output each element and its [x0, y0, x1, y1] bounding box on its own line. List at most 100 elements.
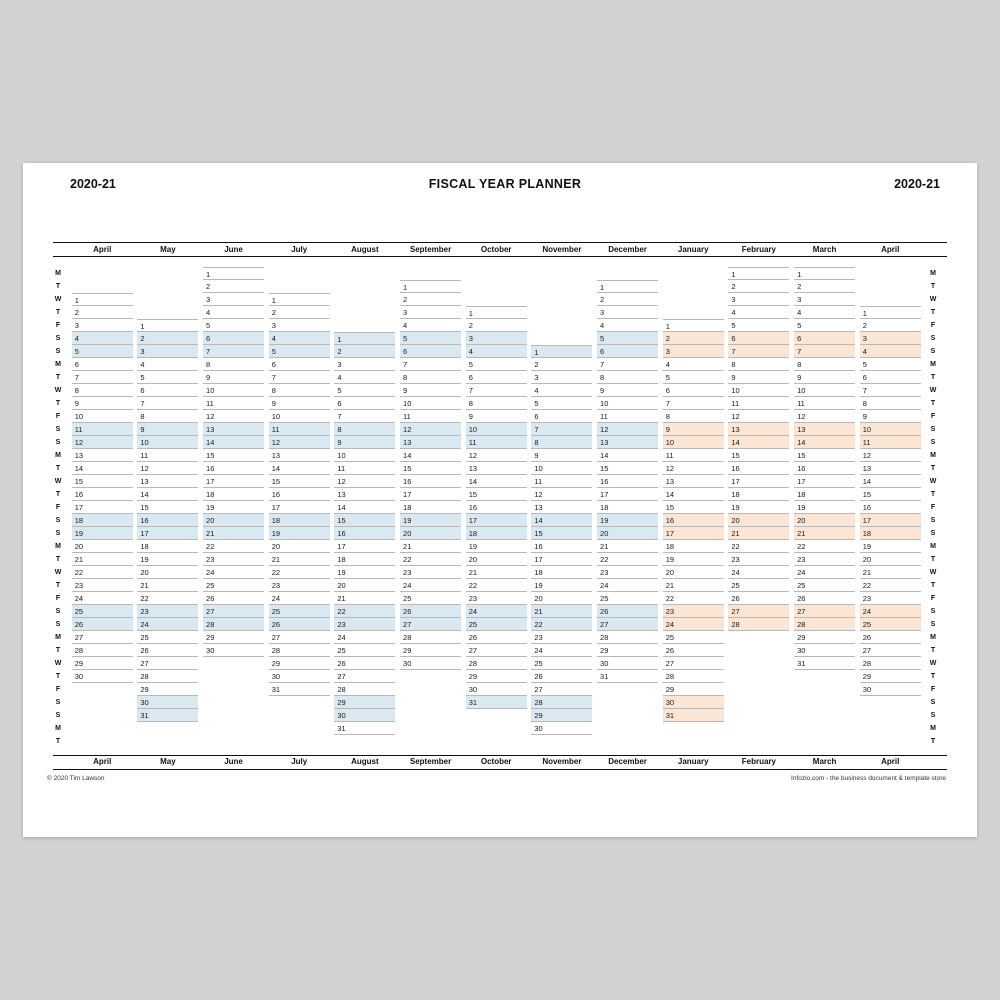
month-label: June	[224, 244, 243, 254]
month-label: March	[812, 757, 837, 766]
date-cell: 15	[400, 462, 462, 475]
date-cell: 20	[465, 553, 527, 566]
date-cell: 11	[334, 462, 396, 475]
date-cell: 30	[465, 683, 527, 696]
month-label: October	[480, 244, 512, 254]
date-cell: 12	[597, 422, 659, 436]
date-cell: 8	[662, 410, 724, 423]
date-cell: 3	[662, 344, 724, 358]
day-letter-left: T	[55, 581, 61, 589]
date-cell: 4	[531, 384, 593, 397]
day-letter-left: T	[55, 399, 61, 407]
day-letter-right: T	[930, 555, 936, 563]
date-cell: 7	[203, 344, 265, 358]
date-cell: 9	[859, 410, 921, 423]
date-cell: 9	[597, 384, 659, 397]
date-cell: 21	[268, 553, 330, 566]
date-cell: 17	[71, 501, 133, 514]
date-cell: 29	[597, 644, 659, 657]
date-cell: 5	[794, 319, 856, 332]
date-cell: 12	[794, 410, 856, 423]
date-cell: 10	[465, 422, 527, 436]
date-cell: 17	[794, 475, 856, 488]
date-cell: 14	[794, 435, 856, 449]
date-cell: 6	[137, 384, 199, 397]
date-cell: 15	[203, 449, 265, 462]
date-cell: 10	[728, 384, 790, 397]
day-letter-left: W	[54, 386, 62, 394]
date-cell: 27	[794, 604, 856, 618]
date-cell: 21	[859, 566, 921, 579]
date-cell: 20	[137, 566, 199, 579]
date-cell: 31	[597, 670, 659, 683]
date-cell: 15	[268, 475, 330, 488]
month-label: December	[608, 757, 647, 766]
date-cell: 8	[531, 435, 593, 449]
date-cell: 27	[531, 683, 593, 696]
date-cell: 7	[400, 358, 462, 371]
day-letter-right: M	[930, 269, 936, 277]
date-cell: 7	[137, 397, 199, 410]
date-cell: 19	[268, 526, 330, 540]
date-cell: 1	[334, 331, 396, 345]
day-letter-right: T	[930, 308, 936, 316]
date-cell: 28	[531, 695, 593, 709]
day-letter-right: T	[930, 672, 936, 680]
date-cell: 3	[531, 371, 593, 384]
date-cell: 28	[465, 657, 527, 670]
date-cell: 21	[400, 540, 462, 553]
day-letter-right: W	[929, 477, 937, 485]
date-cell: 2	[334, 344, 396, 358]
date-cell: 13	[268, 449, 330, 462]
date-cell: 30	[268, 670, 330, 683]
month-label: June	[224, 757, 243, 766]
date-cell: 10	[203, 384, 265, 397]
date-cell: 13	[728, 422, 790, 436]
date-cell: 19	[137, 553, 199, 566]
date-cell: 7	[531, 422, 593, 436]
date-cell: 20	[597, 526, 659, 540]
date-cell: 1	[268, 292, 330, 306]
date-cell: 1	[465, 305, 527, 319]
date-cell: 26	[728, 592, 790, 605]
month-header-bar-top: April May June July August September October No…	[53, 242, 947, 257]
date-cell: 26	[137, 644, 199, 657]
date-cell: 13	[203, 422, 265, 436]
month-label: April	[93, 244, 112, 254]
date-cell: 22	[794, 540, 856, 553]
date-cell: 25	[137, 631, 199, 644]
date-cell: 6	[400, 344, 462, 358]
date-cell: 25	[531, 657, 593, 670]
day-letter-left: T	[55, 373, 61, 381]
date-cell: 28	[203, 617, 265, 631]
date-cell: 1	[728, 266, 790, 280]
date-cell: 15	[728, 449, 790, 462]
date-cell: 23	[71, 579, 133, 592]
date-cell: 13	[794, 422, 856, 436]
day-letter-left: S	[55, 334, 61, 342]
day-letter-right: S	[930, 698, 936, 706]
date-cell: 25	[859, 617, 921, 631]
date-cell: 20	[203, 513, 265, 527]
date-cell: 27	[728, 604, 790, 618]
date-cell: 30	[597, 657, 659, 670]
date-cell: 20	[794, 513, 856, 527]
date-cell: 9	[728, 371, 790, 384]
date-cell: 5	[597, 331, 659, 345]
month-label: February	[741, 244, 776, 254]
day-letter-right: S	[930, 347, 936, 355]
date-cell: 1	[531, 344, 593, 358]
date-cell: 9	[71, 397, 133, 410]
date-cell: 2	[531, 358, 593, 371]
month-label: February	[741, 757, 776, 766]
date-cell: 27	[137, 657, 199, 670]
date-cell: 13	[859, 462, 921, 475]
date-cell: 11	[203, 397, 265, 410]
date-cell: 16	[531, 540, 593, 553]
date-cell: 25	[662, 631, 724, 644]
date-cell: 6	[71, 358, 133, 371]
date-cell: 7	[662, 397, 724, 410]
day-letter-right: S	[930, 711, 936, 719]
date-cell: 21	[728, 526, 790, 540]
